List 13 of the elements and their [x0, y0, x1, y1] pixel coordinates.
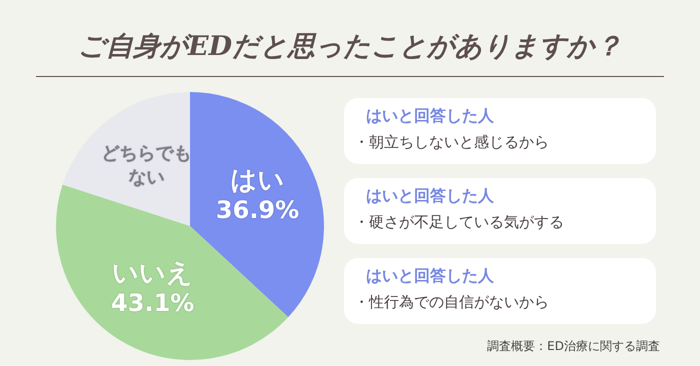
- text: 調査概要：ED治療に関する調査: [487, 338, 660, 355]
- slice-label: いいえ: [112, 258, 194, 288]
- text: ・硬さが不足している気がする: [354, 213, 565, 232]
- chart-title: ご自身がEDだと思ったことがありますか？: [77, 30, 623, 64]
- text: はいと回答した人: [366, 186, 495, 207]
- slice-label: どちらでもない: [102, 143, 192, 188]
- data-label: 36.9%: [216, 196, 300, 224]
- data-label: 43.1%: [111, 288, 194, 317]
- text: ・朝立ちしないと感じるから: [354, 133, 550, 152]
- text: はいと回答した人: [366, 106, 495, 127]
- slice-label: はい: [230, 165, 285, 196]
- text: ・性行為での自信がないから: [354, 293, 550, 312]
- text: はいと回答した人: [366, 266, 495, 287]
